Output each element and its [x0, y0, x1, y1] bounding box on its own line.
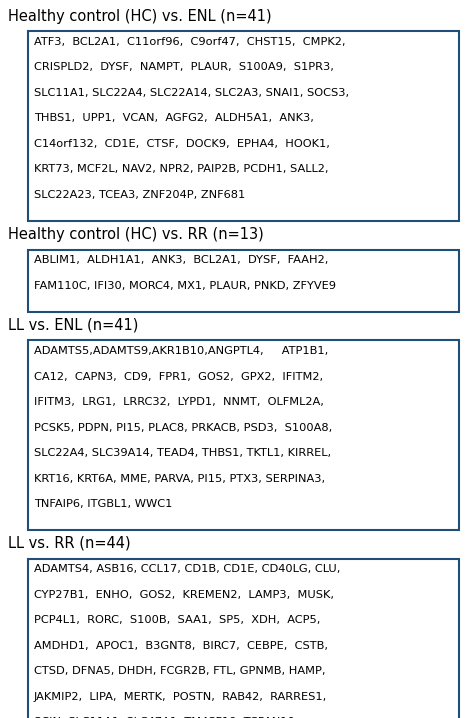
Text: ADAMTS5,ADAMTS9,AKR1B10,ANGPTL4,     ATP1B1,: ADAMTS5,ADAMTS9,AKR1B10,ANGPTL4, ATP1B1,	[34, 346, 328, 356]
Text: ATF3,  BCL2A1,  C11orf96,  C9orf47,  CHST15,  CMPK2,: ATF3, BCL2A1, C11orf96, C9orf47, CHST15,…	[34, 37, 345, 47]
Text: CTSD, DFNA5, DHDH, FCGR2B, FTL, GPNMB, HAMP,: CTSD, DFNA5, DHDH, FCGR2B, FTL, GPNMB, H…	[34, 666, 325, 676]
Text: CA12,  CAPN3,  CD9,  FPR1,  GOS2,  GPX2,  IFITM2,: CA12, CAPN3, CD9, FPR1, GOS2, GPX2, IFIT…	[34, 371, 323, 381]
Text: ADAMTS4, ASB16, CCL17, CD1B, CD1E, CD40LG, CLU,: ADAMTS4, ASB16, CCL17, CD1B, CD1E, CD40L…	[34, 564, 340, 574]
Text: PCSK5, PDPN, PI15, PLAC8, PRKACB, PSD3,  S100A8,: PCSK5, PDPN, PI15, PLAC8, PRKACB, PSD3, …	[34, 422, 332, 432]
Text: SLC22A4, SLC39A14, TEAD4, THBS1, TKTL1, KIRREL,: SLC22A4, SLC39A14, TEAD4, THBS1, TKTL1, …	[34, 448, 331, 458]
Text: PCP4L1,  RORC,  S100B,  SAA1,  SP5,  XDH,  ACP5,: PCP4L1, RORC, S100B, SAA1, SP5, XDH, ACP…	[34, 615, 320, 625]
Text: CYP27B1,  ENHO,  GOS2,  KREMEN2,  LAMP3,  MUSK,: CYP27B1, ENHO, GOS2, KREMEN2, LAMP3, MUS…	[34, 589, 334, 600]
Bar	[28, 31, 459, 221]
Text: Healthy control (HC) vs. RR (n=13): Healthy control (HC) vs. RR (n=13)	[8, 227, 264, 242]
Text: KRT73, MCF2L, NAV2, NPR2, PAIP2B, PCDH1, SALL2,: KRT73, MCF2L, NAV2, NPR2, PAIP2B, PCDH1,…	[34, 164, 328, 174]
Text: SCIN, SLC11A1, SLC47A1, TM4SF19, TSPAN10: SCIN, SLC11A1, SLC47A1, TM4SF19, TSPAN10	[34, 717, 294, 718]
Text: LL vs. ENL (n=41): LL vs. ENL (n=41)	[8, 317, 139, 332]
Bar	[28, 559, 459, 718]
Text: CRISPLD2,  DYSF,  NAMPT,  PLAUR,  S100A9,  S1PR3,: CRISPLD2, DYSF, NAMPT, PLAUR, S100A9, S1…	[34, 62, 334, 73]
Text: C14orf132,  CD1E,  CTSF,  DOCK9,  EPHA4,  HOOK1,: C14orf132, CD1E, CTSF, DOCK9, EPHA4, HOO…	[34, 139, 329, 149]
Bar	[28, 340, 459, 530]
Text: THBS1,  UPP1,  VCAN,  AGFG2,  ALDH5A1,  ANK3,: THBS1, UPP1, VCAN, AGFG2, ALDH5A1, ANK3,	[34, 113, 314, 123]
Text: SLC11A1, SLC22A4, SLC22A14, SLC2A3, SNAI1, SOCS3,: SLC11A1, SLC22A4, SLC22A14, SLC2A3, SNAI…	[34, 88, 349, 98]
Text: ABLIM1,  ALDH1A1,  ANK3,  BCL2A1,  DYSF,  FAAH2,: ABLIM1, ALDH1A1, ANK3, BCL2A1, DYSF, FAA…	[34, 255, 328, 265]
Text: AMDHD1,  APOC1,  B3GNT8,  BIRC7,  CEBPE,  CSTB,: AMDHD1, APOC1, B3GNT8, BIRC7, CEBPE, CST…	[34, 640, 328, 651]
Text: SLC22A23, TCEA3, ZNF204P, ZNF681: SLC22A23, TCEA3, ZNF204P, ZNF681	[34, 190, 245, 200]
Text: Healthy control (HC) vs. ENL (n=41): Healthy control (HC) vs. ENL (n=41)	[8, 9, 272, 24]
Text: JAKMIP2,  LIPA,  MERTK,  POSTN,  RAB42,  RARRES1,: JAKMIP2, LIPA, MERTK, POSTN, RAB42, RARR…	[34, 691, 327, 701]
Text: FAM110C, IFI30, MORC4, MX1, PLAUR, PNKD, ZFYVE9: FAM110C, IFI30, MORC4, MX1, PLAUR, PNKD,…	[34, 281, 336, 291]
Text: TNFAIP6, ITGBL1, WWC1: TNFAIP6, ITGBL1, WWC1	[34, 499, 172, 509]
Text: LL vs. RR (n=44): LL vs. RR (n=44)	[8, 536, 131, 551]
Text: KRT16, KRT6A, MME, PARVA, PI15, PTX3, SERPINA3,: KRT16, KRT6A, MME, PARVA, PI15, PTX3, SE…	[34, 473, 325, 483]
Text: IFITM3,  LRG1,  LRRC32,  LYPD1,  NNMT,  OLFML2A,: IFITM3, LRG1, LRRC32, LYPD1, NNMT, OLFML…	[34, 397, 323, 407]
Bar	[28, 249, 459, 312]
